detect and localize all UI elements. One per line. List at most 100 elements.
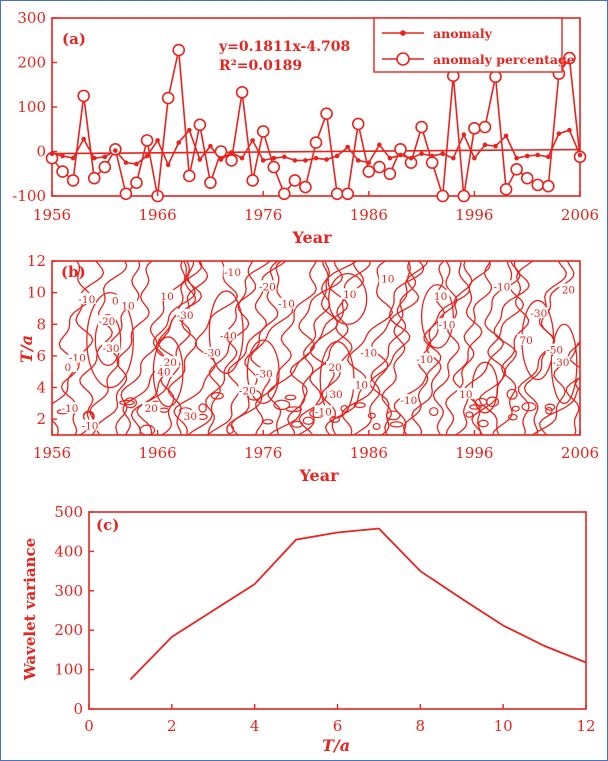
panel-b-contour-label: -10	[315, 406, 332, 418]
panel-c-x-tick-label: 4	[250, 717, 260, 735]
panel-b-contour-label-bg	[551, 356, 570, 368]
panel-b-contour-cell	[210, 392, 224, 400]
panel-b-contour-label-bg	[559, 283, 578, 295]
panel-c-y-tick-label: 300	[54, 582, 83, 600]
panel-b-contour-line	[491, 261, 534, 435]
panel-b-contour-cell	[511, 405, 520, 412]
panel-b-contour-label: 20	[328, 362, 341, 374]
panel-a-anomaly-point	[239, 155, 245, 161]
panel-b-contour-label-bg	[203, 346, 222, 358]
panel-b-contour-cell	[226, 424, 235, 435]
panel-a-anomaly-point	[535, 152, 541, 158]
panel-a-anomaly-point	[60, 153, 65, 159]
panel-a-y-tick-label: 300	[17, 9, 46, 27]
panel-b-contour-label-bg	[181, 410, 200, 422]
panel-b-contour-label-bg	[352, 378, 371, 390]
panel-a-anomaly-percentage-point	[542, 179, 555, 193]
panel-b-contour-cell	[486, 396, 500, 408]
panel-b-contour-label-bg	[431, 289, 450, 301]
panel-b-contour-label: -40	[220, 330, 237, 342]
panel-b-contour-label-bg	[258, 280, 277, 292]
panel-b-contour-cell	[94, 314, 122, 367]
panel-a-anomaly-percentage-point	[161, 91, 175, 105]
panel-b-contour-label: -30	[256, 368, 273, 380]
panel-a-anomaly-percentage-point	[246, 174, 259, 187]
panel-b-contour-line	[452, 261, 492, 435]
panel-b-contour-label: -20	[239, 386, 256, 398]
panel-a-anomaly-point	[176, 140, 182, 145]
panel-a-anomaly-percentage-point	[478, 120, 492, 134]
panel-b-contour-line	[471, 261, 525, 435]
panel-b-contour-label: -10	[224, 267, 241, 279]
panel-b-contour-cell	[478, 419, 489, 428]
panel-a-anomaly-point	[81, 136, 86, 142]
panel-b-contour-label-bg	[142, 402, 161, 414]
panel-a-legend-anomaly-marker	[400, 30, 406, 36]
panel-b-contour-label-bg	[81, 419, 100, 431]
panel-a-anomaly-point	[408, 155, 414, 161]
panel-a-anomaly-point	[345, 144, 350, 150]
panel-b-contour-line	[478, 261, 530, 435]
panel-b-contour-label: 10	[343, 289, 356, 301]
panel-b-contour-line	[353, 261, 429, 435]
panel-b-contour-label-bg	[176, 308, 195, 320]
panel-a-anomaly-point	[282, 154, 287, 160]
panel-b-x-tick-label: 1966	[139, 444, 177, 462]
panel-a-anomaly-percentage-point	[499, 183, 513, 196]
panel-b-contour-line	[230, 261, 294, 435]
panel-b-contour-label: 0	[112, 296, 119, 308]
panel-b-contour-cell	[123, 397, 138, 409]
panel-b-contour-label: -10	[78, 294, 95, 306]
panel-a-anomaly-point	[313, 155, 319, 161]
panel-b-contour-label: 10	[121, 300, 134, 312]
panel-a-anomaly-point	[472, 155, 477, 161]
panel-a-x-axis-label: Year	[291, 228, 332, 247]
panel-b-contour-label: 20	[145, 403, 158, 415]
panel-c-y-ticks: 0 100 200 300 400 500	[54, 503, 94, 718]
panel-a-anomaly-percentage-point	[510, 163, 523, 176]
panel-c-y-tick-label: 400	[54, 542, 83, 560]
panel-b-contour-label-bg	[58, 360, 77, 372]
panel-a-y-tick-label: -100	[12, 187, 46, 205]
panel-b-contour-label: -50	[546, 345, 563, 357]
panel-b-contour-label: -20	[259, 281, 276, 293]
panel-b-contour-label-bg	[517, 334, 536, 346]
panel-b-contour-cell	[328, 273, 368, 325]
panel-b-contour-cell	[139, 424, 156, 435]
panel-b-contour-cell	[302, 416, 314, 425]
panel-a-anomaly-point	[144, 153, 150, 159]
panel-b-contour-label: -30	[530, 308, 547, 320]
panel-a-y-tick-label: 100	[17, 98, 46, 116]
panel-b-contour-label-bg	[255, 367, 274, 379]
panel-b-contour-label: 10	[434, 291, 447, 303]
panel-b-x-ticks: 1956 1966 1976 1986 1996 2006	[33, 430, 599, 462]
panel-b-contour-cell	[544, 403, 556, 411]
panel-a-x-tick-label: 2006	[561, 206, 599, 224]
panel-a-series-anomaly-percentage-markers	[45, 43, 587, 203]
panel-b-contour-label: 40	[157, 367, 170, 379]
panel-b-contour-line	[579, 430, 580, 435]
panel-b-contour-label: 10	[160, 291, 173, 303]
panel-b-contour-label-bg	[492, 280, 511, 292]
panel-a-anomaly-point	[334, 153, 340, 159]
panel-c-x-tick-label: 6	[333, 717, 343, 735]
panel-b-contour-line	[381, 261, 417, 435]
panel-b-contour-label: 10	[355, 379, 368, 391]
panel-a-anomaly-percentage-point	[278, 187, 291, 201]
panel-a-anomaly-percentage-point	[489, 70, 502, 84]
panel-a-anomaly-percentage-point	[425, 156, 439, 169]
panel-a-anomaly-point	[556, 131, 562, 136]
panel-a-anomaly-point	[524, 153, 530, 159]
panel-c-plot-frame	[88, 511, 587, 710]
panel-b-contour-cell	[469, 404, 482, 410]
panel-c-x-tick-label: 8	[416, 717, 426, 735]
panel-c-x-tick-label: 2	[167, 717, 177, 735]
panel-b-contour-line	[187, 261, 271, 435]
panel-b-contour-label: -30	[177, 310, 194, 322]
panel-a-anomaly-point	[165, 162, 171, 168]
panel-a-anomaly-point	[398, 152, 403, 158]
panel-a-anomaly-percentage-point	[182, 169, 196, 183]
panel-b-y-ticks: 2 4 6 8 10 12	[27, 252, 57, 428]
